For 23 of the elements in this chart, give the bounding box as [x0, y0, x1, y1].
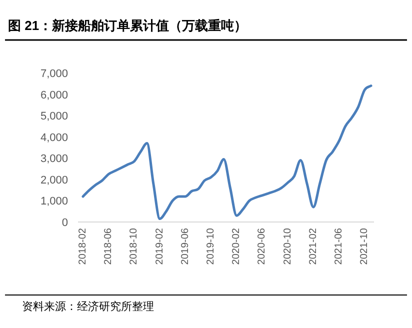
- x-tick-label: 2021-10: [359, 228, 370, 265]
- y-tick-label: 7,000: [40, 68, 68, 80]
- x-tick-label: 2019-02: [154, 228, 166, 265]
- y-tick-label: 2,000: [40, 174, 68, 186]
- y-tick-label: 6,000: [40, 89, 68, 102]
- x-tick-label: 2019-10: [206, 228, 216, 265]
- line-series: [82, 84, 372, 220]
- x-tick-label: 2021-06: [334, 228, 344, 265]
- x-tick-label: 2018-02: [78, 228, 88, 265]
- y-tick-label: 1,000: [40, 196, 68, 208]
- x-tick-label: 2020-06: [256, 228, 268, 265]
- x-tick-label: 2020-10: [282, 228, 294, 265]
- y-tick-label: 0: [62, 217, 68, 229]
- y-tick-label: 3,000: [40, 153, 68, 166]
- chart-title: 图 21：新接船舶订单累计值（万载重吨）: [8, 18, 248, 33]
- x-tick-label: 2018-06: [103, 228, 114, 265]
- x-tick-label: 2019-06: [180, 228, 191, 265]
- y-tick-label: 4,000: [40, 132, 68, 144]
- x-tick-label: 2020-02: [231, 228, 242, 265]
- x-tick-label: 2021-02: [308, 228, 319, 265]
- text: 资料来源：经济研究所整理: [22, 300, 154, 313]
- x-tick-label: 2018-10: [128, 228, 140, 265]
- y-tick-label: 5,000: [40, 110, 68, 123]
